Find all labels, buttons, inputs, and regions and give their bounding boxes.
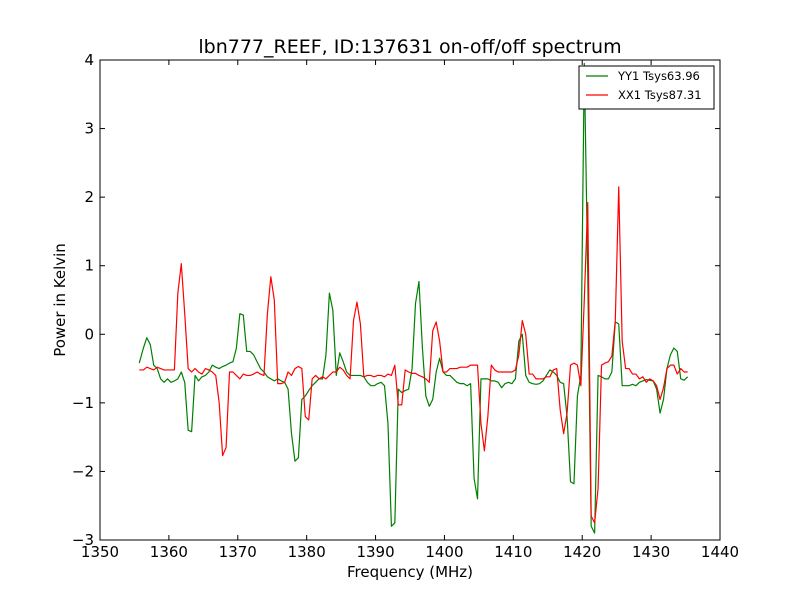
series-line-0: [138, 62, 689, 534]
chart-title: lbn777_REEF, ID:137631 on-off/off spectr…: [198, 36, 621, 58]
y-tick-label: −1: [72, 394, 94, 412]
y-tick-label: 0: [84, 325, 94, 343]
x-tick-label: 1380: [288, 543, 326, 561]
x-tick-label: 1400: [425, 543, 463, 561]
x-tick-label: 1370: [219, 543, 257, 561]
legend-label-1: XX1 Tsys87.31: [618, 88, 702, 102]
y-tick-label: −2: [72, 462, 94, 480]
x-tick-label: 1430: [632, 543, 670, 561]
y-tick-label: 3: [84, 120, 94, 138]
legend-box: [578, 65, 715, 110]
y-tick-label: 4: [84, 51, 94, 69]
x-tick-label: 1440: [701, 543, 739, 561]
x-tick-label: 1410: [494, 543, 532, 561]
plot-area: 1350 1360 1370 1380 1390 1400 1410 1420 1430 1440…: [72, 51, 739, 561]
x-tick-label: 1390: [356, 543, 394, 561]
y-tick-label: 1: [84, 257, 94, 275]
y-axis-label: Power in Kelvin: [51, 243, 69, 357]
y-tick-label: 2: [84, 188, 94, 206]
series-line-1: [139, 186, 688, 524]
y-tick-label: −3: [72, 531, 94, 549]
plot-frame: [99, 59, 721, 541]
legend-label-0: YY1 Tsys63.96: [617, 69, 700, 83]
x-tick-label: 1360: [150, 543, 188, 561]
x-axis-label: Frequency (MHz): [347, 563, 473, 581]
x-tick-label: 1350: [81, 543, 119, 561]
x-tick-label: 1420: [563, 543, 601, 561]
